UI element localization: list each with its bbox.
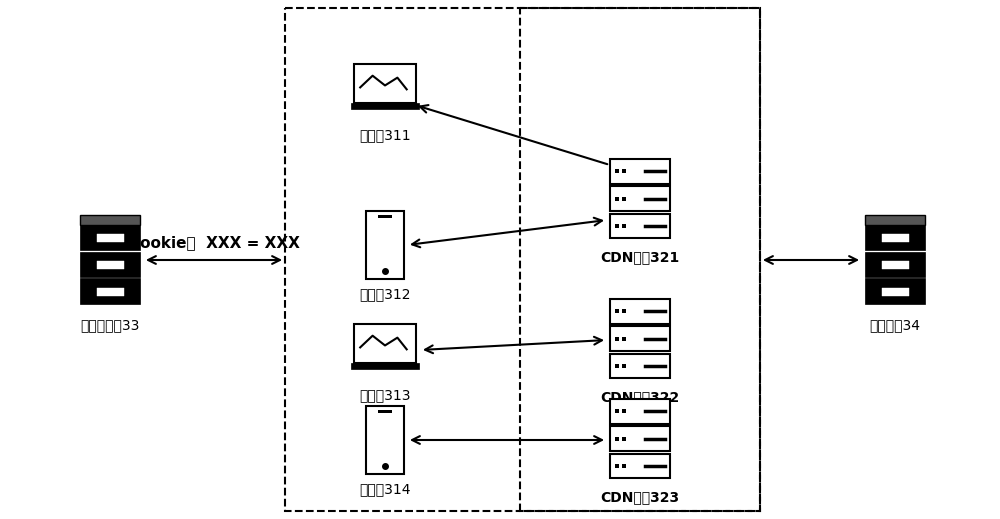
Bar bbox=[622, 309, 626, 313]
Bar bbox=[610, 326, 670, 351]
Bar bbox=[610, 214, 670, 238]
Text: 客户端313: 客户端313 bbox=[359, 388, 411, 402]
Bar bbox=[615, 436, 619, 441]
Text: CDN节点323: CDN节点323 bbox=[600, 490, 680, 504]
Bar bbox=[520, 8, 760, 511]
Bar bbox=[622, 169, 626, 173]
Text: Cookie：  XXX = XXX: Cookie： XXX = XXX bbox=[129, 235, 299, 250]
Bar bbox=[865, 278, 925, 304]
Bar bbox=[285, 8, 760, 511]
Bar bbox=[610, 299, 670, 324]
Bar bbox=[615, 464, 619, 468]
Bar bbox=[610, 186, 670, 211]
Text: 应用服务器33: 应用服务器33 bbox=[80, 318, 140, 332]
Bar bbox=[610, 399, 670, 424]
Bar bbox=[96, 235, 124, 242]
Bar bbox=[80, 215, 140, 225]
Bar bbox=[80, 278, 140, 304]
Bar bbox=[622, 464, 626, 468]
Bar bbox=[351, 103, 419, 109]
Text: 源服务器34: 源服务器34 bbox=[870, 318, 920, 332]
Text: 客户端312: 客户端312 bbox=[359, 287, 411, 301]
Bar bbox=[615, 364, 619, 368]
Bar bbox=[615, 224, 619, 228]
Bar bbox=[378, 410, 392, 413]
Bar bbox=[622, 409, 626, 413]
Bar bbox=[354, 324, 416, 363]
Bar bbox=[80, 225, 140, 250]
Bar bbox=[622, 197, 626, 201]
Bar bbox=[615, 197, 619, 201]
Bar bbox=[610, 159, 670, 184]
Bar bbox=[865, 225, 925, 250]
Bar bbox=[378, 215, 392, 218]
Bar bbox=[615, 337, 619, 340]
Bar bbox=[354, 64, 416, 103]
Bar bbox=[80, 252, 140, 277]
Bar bbox=[865, 215, 925, 225]
Bar bbox=[882, 235, 908, 242]
Bar bbox=[615, 309, 619, 313]
Bar bbox=[610, 426, 670, 451]
Bar bbox=[366, 406, 404, 474]
Bar bbox=[610, 353, 670, 378]
Bar bbox=[865, 252, 925, 277]
Text: 客户端314: 客户端314 bbox=[359, 482, 411, 496]
Bar bbox=[615, 409, 619, 413]
Bar bbox=[622, 436, 626, 441]
Bar bbox=[610, 454, 670, 479]
Text: CDN节点321: CDN节点321 bbox=[600, 250, 680, 264]
Bar bbox=[96, 288, 124, 296]
Bar bbox=[882, 288, 908, 296]
Bar bbox=[351, 363, 419, 369]
Bar bbox=[882, 261, 908, 269]
Text: CDN节点322: CDN节点322 bbox=[600, 390, 680, 404]
Bar bbox=[622, 337, 626, 340]
Bar bbox=[622, 224, 626, 228]
Bar bbox=[96, 261, 124, 269]
Bar bbox=[622, 364, 626, 368]
Bar bbox=[615, 169, 619, 173]
Text: 客户端311: 客户端311 bbox=[359, 128, 411, 142]
Bar bbox=[366, 211, 404, 279]
